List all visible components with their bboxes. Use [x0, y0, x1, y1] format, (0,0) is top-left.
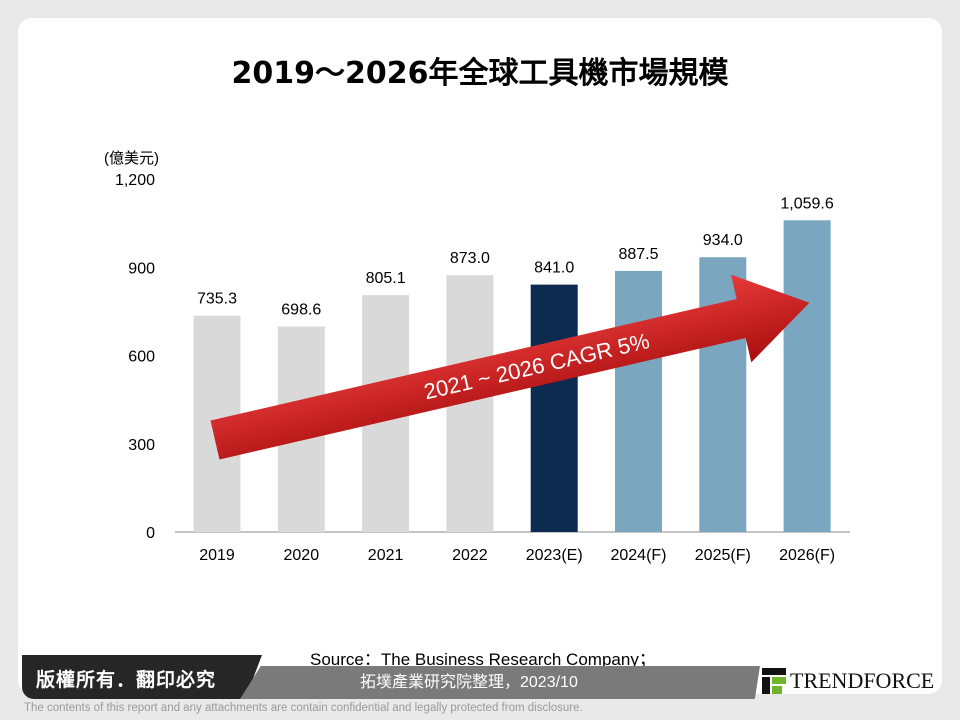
data-label: 873.0	[450, 250, 490, 267]
y-tick-label: 600	[128, 349, 155, 366]
y-tick-label: 0	[146, 525, 155, 542]
bar	[615, 270, 662, 532]
x-tick-label: 2020	[284, 547, 320, 564]
y-tick-label: 900	[128, 260, 155, 277]
data-label: 805.1	[366, 270, 406, 287]
copyright-text: 版權所有．翻印必究	[36, 669, 217, 691]
copyright-band	[22, 655, 262, 699]
trendforce-logo: TRENDFORCE	[762, 668, 934, 694]
data-label: 841.0	[534, 260, 574, 277]
data-label: 735.3	[197, 291, 237, 308]
data-label: 1,059.6	[780, 195, 833, 212]
x-tick-label: 2022	[452, 547, 488, 564]
source-text: Source：The Business Research Company；	[310, 650, 656, 669]
data-label: 698.6	[281, 301, 321, 318]
disclaimer: The contents of this report and any atta…	[24, 702, 583, 714]
data-label: 934.0	[703, 232, 743, 249]
x-tick-label: 2021	[368, 547, 404, 564]
bar	[783, 220, 831, 532]
bar	[530, 284, 578, 532]
data-label: 887.5	[618, 246, 658, 263]
x-tick-label: 2023(E)	[526, 547, 583, 564]
source-band	[240, 666, 760, 699]
chart-title: 2019～2026年全球工具機市場規模	[231, 56, 729, 91]
trendforce-logo-text: TRENDFORCE	[790, 668, 935, 693]
arrow-shape	[210, 274, 810, 460]
x-tick-label: 2019	[199, 547, 235, 564]
x-tick-label: 2024(F)	[610, 547, 666, 564]
y-tick-label: 1,200	[115, 172, 155, 189]
x-tick-label: 2025(F)	[695, 547, 751, 564]
y-axis-label: (億美元)	[104, 150, 159, 167]
y-tick-label: 300	[128, 437, 155, 454]
x-tick-label: 2026(F)	[779, 547, 835, 564]
trendforce-logo-icon	[762, 668, 786, 694]
source-org-text: 拓墣產業研究院整理，2023/10	[360, 674, 578, 691]
